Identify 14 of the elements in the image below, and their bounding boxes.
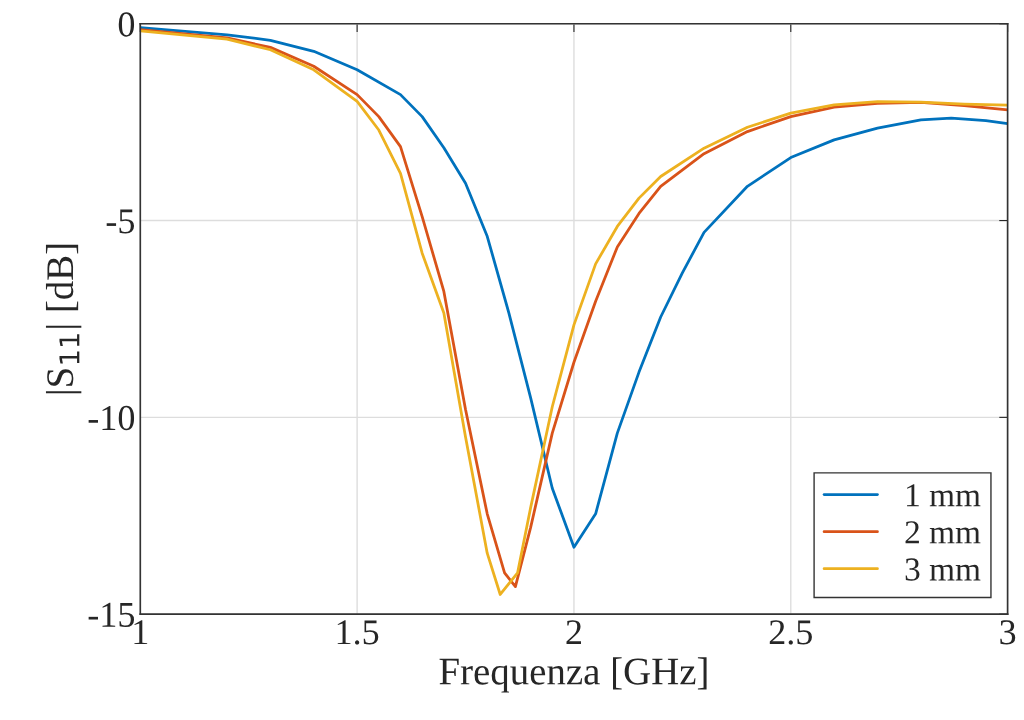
y-tick-label: -5 <box>106 209 135 234</box>
x-tick-label: 3 <box>1000 620 1016 645</box>
x-axis-title: Frequenza [GHz] <box>439 657 707 693</box>
x-tick-label: 1 <box>134 620 148 645</box>
y-tick-label: -15 <box>88 602 135 628</box>
y-tick-label: -10 <box>88 405 135 431</box>
legend-label: 2 mm <box>905 521 981 544</box>
x-tick-label: 1.5 <box>337 620 379 645</box>
x-tick-label: 2 <box>566 620 581 645</box>
y-axis-title: |S$_{11}$| [dB] <box>45 244 82 394</box>
y-tick-label: 0 <box>118 12 135 37</box>
x-tick-label: 2.5 <box>769 620 812 645</box>
legend-label: 3 mm <box>905 558 981 581</box>
legend-label: 1 mm <box>907 484 981 507</box>
